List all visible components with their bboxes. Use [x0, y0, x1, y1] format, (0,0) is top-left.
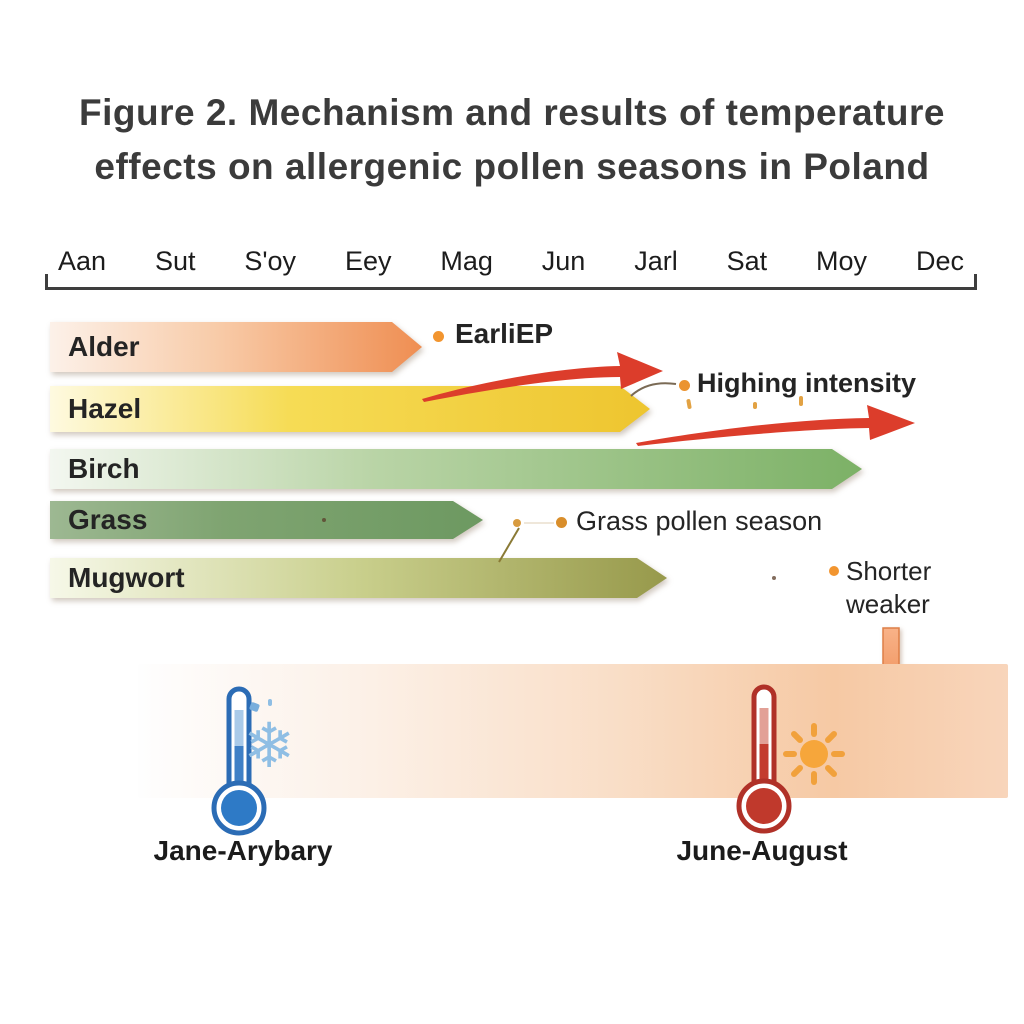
cold-period-label: Jane-Arybary [153, 835, 333, 866]
grass-season-annotation: Grass pollen season [576, 506, 823, 536]
month-label-6: Jun [541, 246, 586, 276]
alder-bar-label: Alder [68, 331, 140, 362]
shorter-bullet-icon [829, 566, 839, 576]
higher-intensity-connector [630, 382, 677, 397]
alder-bar: Alder [50, 322, 422, 372]
grass-bar: Grass [50, 501, 483, 539]
cold-thermometer-icon [211, 686, 267, 836]
earlier-trend-arrow-icon [422, 352, 663, 402]
snowflake-icon: ❄ [243, 712, 295, 781]
time-axis-line [45, 287, 977, 290]
higher-intensity-bullet-icon [679, 380, 690, 391]
month-label-4: Eey [344, 246, 392, 276]
artifact-speck [322, 518, 326, 522]
small-tick-icon [799, 396, 803, 406]
earlier-annotation: EarliEP [455, 318, 554, 349]
month-label-3: S'oy [244, 246, 297, 276]
month-label-5: Mag [440, 246, 493, 276]
axis-left-tick [45, 274, 48, 288]
higher-intensity-annotation: Highing intensity [697, 368, 916, 398]
grass-season-leader-line [524, 522, 554, 524]
grass-season-small-dot-icon [513, 519, 521, 527]
shorter-annotation-line2: weaker [846, 589, 930, 619]
sun-icon [783, 723, 845, 785]
month-label-8: Sat [726, 246, 768, 276]
snow-speck-icon [268, 699, 272, 706]
month-axis-labels: Aan Sut S'oy Eey Mag Jun Jarl Sat Moy De… [58, 246, 964, 277]
month-label-10: Dec [915, 246, 964, 276]
shorter-annotation-line1: Shorter [846, 556, 932, 586]
grass-season-connector [498, 527, 520, 563]
hot-thermometer-icon [736, 684, 792, 834]
grass-bar-label: Grass [68, 504, 148, 535]
small-tick-icon [753, 402, 757, 409]
figure-title-line2: effects on allergenic pollen seasons in … [94, 146, 930, 187]
hazel-bar: Hazel [50, 386, 650, 432]
intensity-trend-arrow-icon [636, 405, 915, 446]
hot-period-label: June-August [676, 835, 848, 866]
grass-season-bullet-icon [556, 517, 567, 528]
axis-right-tick [974, 274, 977, 288]
hazel-bar-label: Hazel [68, 393, 142, 424]
birch-bar-label: Birch [68, 453, 140, 484]
mugwort-bar-label: Mugwort [68, 562, 185, 593]
month-label-2: Sut [154, 246, 196, 276]
month-label-9: Moy [816, 246, 868, 276]
earlier-bullet-icon [433, 331, 444, 342]
temperature-gradient-band [138, 664, 1008, 798]
figure-title-line1: Figure 2. Mechanism and results of tempe… [79, 92, 945, 133]
mugwort-bar: Mugwort [50, 558, 667, 598]
artifact-speck [772, 576, 776, 580]
birch-bar: Birch [50, 449, 862, 489]
month-label-7: Jarl [634, 246, 678, 276]
figure-title: Figure 2. Mechanism and results of tempe… [0, 86, 1024, 194]
month-label-1: Aan [58, 246, 107, 276]
